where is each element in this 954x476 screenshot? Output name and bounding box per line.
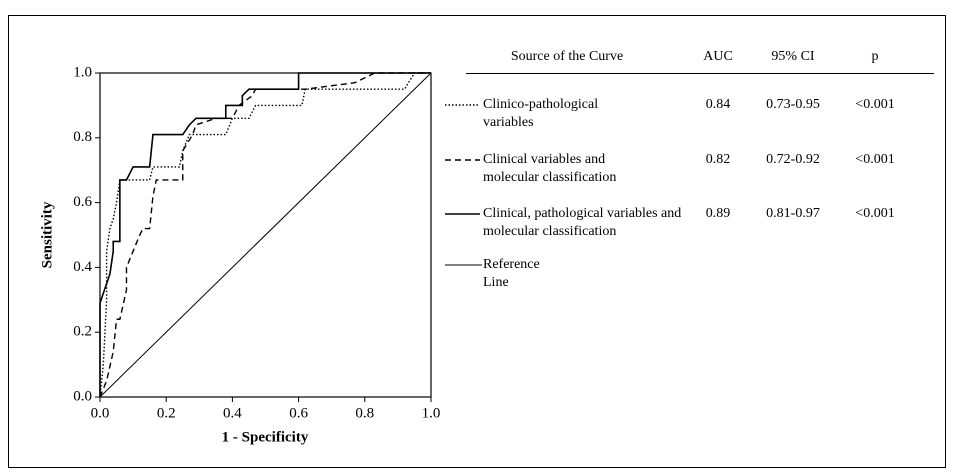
table-cell: <0.001: [855, 152, 895, 167]
x-tick-label: 0.2: [157, 405, 176, 421]
y-tick-label: 1.0: [73, 64, 92, 80]
y-tick-label: 0.0: [73, 388, 92, 404]
x-tick-label: 0.8: [355, 405, 374, 421]
legend-label: Clinico-pathological variables: [483, 97, 599, 130]
legend-label: Reference Line: [483, 257, 540, 290]
table-cell: 0.82: [705, 152, 731, 167]
table-cell: 0.72-0.92: [766, 152, 820, 167]
y-tick-label: 0.2: [73, 324, 92, 340]
x-tick-label: 0.6: [289, 405, 308, 421]
roc-curve: [99, 72, 431, 397]
table-cell: <0.001: [855, 206, 895, 221]
x-tick-label: 1.0: [422, 405, 441, 421]
table-cell: <0.001: [855, 97, 895, 112]
plot-frame: [99, 72, 432, 398]
table-header: Source of the Curve: [510, 49, 624, 64]
legend-label: Clinical variables and molecular classif…: [483, 152, 617, 185]
table-cell: 0.81-0.97: [766, 206, 820, 221]
table-header: 95% CI: [771, 49, 815, 64]
x-axis-label: 1 - Specificity: [222, 429, 309, 445]
y-tick-label: 0.6: [73, 194, 92, 210]
legend-label: Clinical, pathological variables and mol…: [483, 206, 682, 239]
frame: [8, 15, 946, 468]
x-tick-label: 0.4: [223, 405, 242, 421]
table-header: AUC: [703, 49, 733, 64]
y-axis-label: Sensitivity: [39, 201, 55, 268]
table-cell: 0.89: [705, 206, 731, 221]
table-cell: 0.73-0.95: [766, 97, 820, 112]
x-tick-label: 0.0: [91, 405, 110, 421]
y-tick-label: 0.8: [73, 129, 92, 145]
y-tick-label: 0.4: [73, 259, 92, 275]
roc-curve: [99, 72, 432, 398]
roc-curve: [99, 72, 431, 398]
table-header: p: [871, 49, 879, 64]
table-cell: 0.84: [705, 97, 731, 112]
